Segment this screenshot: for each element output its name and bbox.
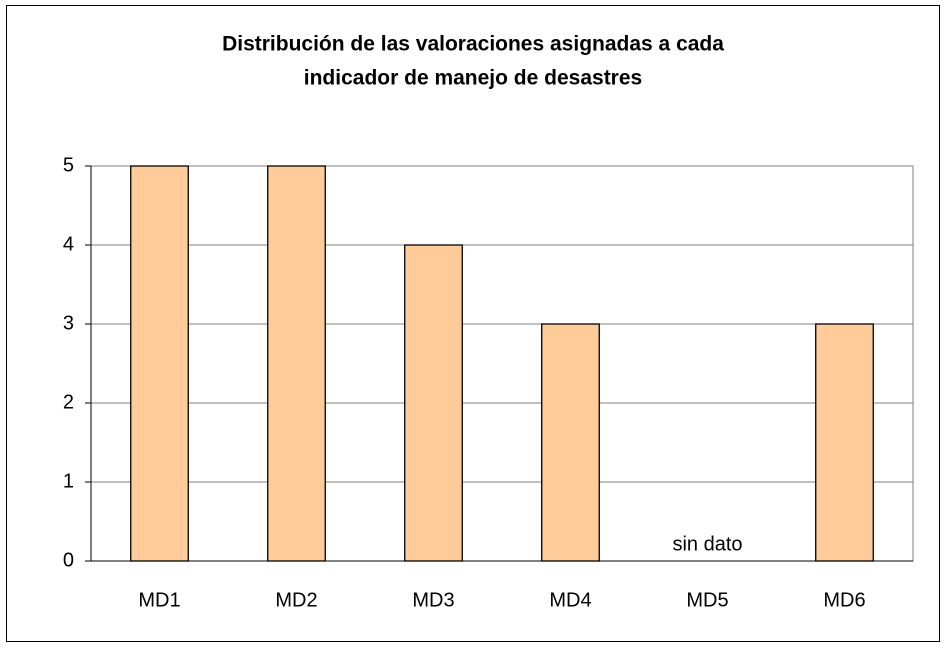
x-tick-label: MD1 xyxy=(138,589,180,611)
x-tick-label: MD3 xyxy=(412,589,454,611)
y-tick-label: 3 xyxy=(63,312,74,334)
bar xyxy=(404,244,463,562)
annotation: sin dato xyxy=(672,533,742,555)
chart-title: Distribución de las valoraciones asignad… xyxy=(222,33,724,56)
y-tick-label: 2 xyxy=(63,391,74,413)
bar xyxy=(815,323,874,562)
y-tick-label: 0 xyxy=(63,549,74,571)
x-tick-label: MD5 xyxy=(686,589,728,611)
x-tick-label: MD6 xyxy=(823,589,865,611)
x-tick-label: MD2 xyxy=(275,589,317,611)
bar xyxy=(541,323,600,562)
bar xyxy=(267,165,326,562)
plot-area xyxy=(90,165,914,562)
chart-title: indicador de manejo de desastres xyxy=(304,67,642,90)
x-tick-label: MD4 xyxy=(549,589,591,611)
y-tick-label: 4 xyxy=(63,233,74,255)
y-tick-label: 5 xyxy=(63,154,74,176)
y-tick-label: 1 xyxy=(63,470,74,492)
bar xyxy=(130,165,189,562)
